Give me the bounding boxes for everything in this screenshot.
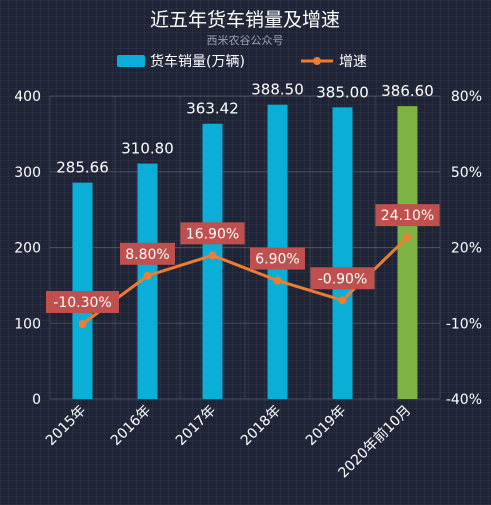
line-label-box [180,222,245,245]
y-axis-right: -40% -10% 20% 50% 80% [446,89,482,408]
line-label-box [120,242,175,265]
line-label-box [46,291,119,314]
bar [137,163,158,399]
x-tick-label: 2017年 [173,403,219,449]
y-right-tick-label: 80% [451,89,482,105]
bar-value-label: 385.00 [316,83,369,101]
legend-label-sales: 货车销量(万辆) [150,53,245,70]
bar [397,106,418,399]
line-label-box [310,267,375,290]
y-right-tick-label: 50% [451,165,482,181]
bar [332,107,353,400]
gridlines [49,95,441,400]
line-point [208,251,217,260]
line-point [403,233,412,242]
y-axis-left: 0 100 200 300 400 [14,89,41,408]
y-right-tick-label: 20% [451,241,482,257]
chart-subtitle: 西米农谷公众号 [207,33,284,47]
legend-line-marker [313,57,321,65]
chart-title: 近五年货车销量及增速 [150,9,340,31]
legend[interactable]: 货车销量(万辆) 增速 [117,53,367,70]
bar-value-label: 310.80 [121,140,174,158]
legend-label-growth: 增速 [339,54,367,70]
y-left-tick-label: 300 [14,165,41,181]
y-right-tick-label: -40% [446,392,482,408]
line-point [338,296,347,305]
line-label-box [250,247,305,270]
line-value-label: 8.80% [125,247,169,263]
y-left-tick-label: 100 [14,316,41,332]
line-series [78,233,412,329]
line-value-label: -10.30% [53,295,111,311]
bar-value-label: 285.66 [56,159,109,177]
line-labels: -10.30% 8.80% 16.90% 6.90% -0.90% 24.10% [46,204,440,314]
line-value-label: -0.90% [318,271,368,287]
bar [72,182,93,399]
bar-labels: 285.66 310.80 363.42 388.50 385.00 386.60 [56,81,434,177]
y-right-tick-label: -10% [446,316,482,332]
growth-line [81,236,409,326]
line-value-label: 24.10% [381,208,434,224]
bar-value-label: 386.60 [381,82,434,100]
line-label-box [375,204,440,227]
y-left-tick-label: 200 [14,241,41,257]
line-point [273,276,282,285]
legend-bar-swatch [117,55,145,67]
x-tick-label: 2016年 [108,403,154,449]
line-point [143,271,152,280]
bar [202,123,223,399]
line-value-label: 16.90% [186,226,239,242]
line-value-label: 6.90% [255,252,299,268]
y-left-tick-label: 0 [32,392,41,408]
x-tick-label: 2019年 [303,403,349,449]
x-tick-label: 2018年 [238,403,284,449]
line-point [78,320,87,329]
bar-value-label: 363.42 [186,100,239,118]
x-tick-label: 2015年 [43,403,89,449]
y-left-tick-label: 400 [14,89,41,105]
bar-value-label: 388.50 [251,81,304,99]
